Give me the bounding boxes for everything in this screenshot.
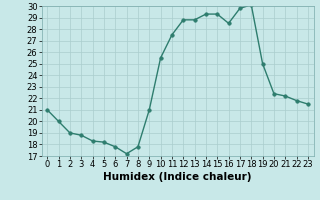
X-axis label: Humidex (Indice chaleur): Humidex (Indice chaleur) — [103, 172, 252, 182]
